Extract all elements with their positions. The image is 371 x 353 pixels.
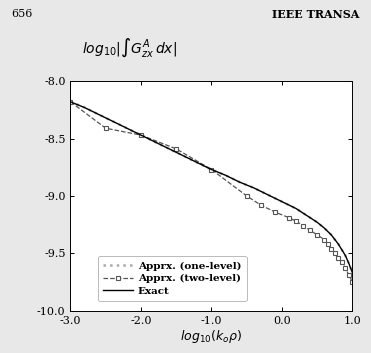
Legend: Apprx. (one-level), Apprx. (two-level), Exact: Apprx. (one-level), Apprx. (two-level), … [98, 256, 247, 301]
Apprx. (one-level) [167, 147, 171, 151]
Apprx. (one-level) [280, 199, 284, 204]
Exact [237, 180, 242, 184]
Apprx. (two-level) [347, 273, 351, 277]
Line: Apprx. (one-level): Apprx. (one-level) [70, 102, 352, 273]
Apprx. (one-level) [82, 106, 87, 110]
Exact [125, 126, 129, 130]
Line: Exact: Exact [70, 102, 352, 273]
Exact [167, 147, 171, 151]
Apprx. (one-level) [326, 229, 330, 234]
Apprx. (two-level) [350, 280, 355, 284]
Apprx. (two-level) [308, 228, 312, 233]
Exact [326, 229, 330, 234]
Apprx. (one-level) [195, 161, 200, 165]
Apprx. (two-level) [139, 133, 143, 137]
Exact [223, 173, 228, 178]
Apprx. (one-level) [287, 203, 291, 207]
Apprx. (one-level) [111, 119, 115, 124]
Text: $log_{10}|\int G^A_{zx}\, dx|$: $log_{10}|\int G^A_{zx}\, dx|$ [82, 37, 177, 59]
Apprx. (two-level) [244, 194, 249, 198]
Apprx. (two-level) [343, 266, 348, 270]
Exact [287, 203, 291, 207]
Apprx. (one-level) [209, 167, 214, 172]
Apprx. (two-level) [273, 210, 277, 214]
Apprx. (one-level) [181, 154, 186, 158]
Exact [343, 253, 348, 258]
Apprx. (two-level) [174, 147, 178, 151]
Apprx. (two-level) [329, 247, 334, 251]
Apprx. (one-level) [96, 112, 101, 116]
Exact [153, 140, 157, 144]
Exact [111, 119, 115, 124]
Text: IEEE TRANSA: IEEE TRANSA [272, 9, 360, 20]
Exact [329, 233, 334, 237]
Apprx. (one-level) [336, 242, 341, 246]
Apprx. (two-level) [259, 203, 263, 207]
Apprx. (one-level) [347, 262, 351, 266]
Exact [315, 220, 319, 225]
Apprx. (one-level) [125, 126, 129, 130]
Apprx. (two-level) [209, 167, 214, 172]
Exact [350, 271, 355, 275]
Apprx. (two-level) [294, 219, 298, 223]
Apprx. (one-level) [301, 211, 305, 215]
Exact [82, 106, 87, 110]
Apprx. (one-level) [322, 226, 326, 230]
Apprx. (one-level) [329, 233, 334, 237]
Apprx. (one-level) [308, 216, 312, 220]
Exact [332, 238, 337, 242]
Apprx. (one-level) [343, 253, 348, 258]
Apprx. (one-level) [340, 248, 344, 252]
Apprx. (two-level) [332, 251, 337, 256]
Apprx. (two-level) [322, 238, 326, 242]
Exact [308, 216, 312, 220]
Apprx. (two-level) [104, 126, 108, 130]
Apprx. (one-level) [153, 140, 157, 144]
Apprx. (one-level) [350, 271, 355, 275]
Apprx. (two-level) [301, 224, 305, 228]
Exact [68, 100, 73, 104]
Apprx. (one-level) [294, 207, 298, 211]
Apprx. (one-level) [237, 180, 242, 184]
Line: Apprx. (two-level): Apprx. (two-level) [68, 100, 355, 285]
Apprx. (two-level) [340, 261, 344, 265]
Exact [209, 167, 214, 172]
Apprx. (two-level) [315, 233, 319, 237]
Exact [294, 207, 298, 211]
Apprx. (one-level) [68, 100, 73, 104]
Exact [301, 211, 305, 215]
Apprx. (one-level) [315, 220, 319, 225]
Exact [340, 248, 344, 252]
X-axis label: $log_{10}(k_o\rho)$: $log_{10}(k_o\rho)$ [180, 328, 243, 345]
Exact [347, 262, 351, 266]
Apprx. (two-level) [287, 216, 291, 220]
Apprx. (one-level) [252, 186, 256, 190]
Exact [336, 242, 341, 246]
Exact [96, 112, 101, 116]
Apprx. (one-level) [332, 238, 337, 242]
Apprx. (one-level) [139, 133, 143, 137]
Apprx. (two-level) [326, 242, 330, 246]
Apprx. (two-level) [68, 100, 73, 104]
Apprx. (one-level) [266, 193, 270, 197]
Exact [280, 199, 284, 204]
Exact [181, 154, 186, 158]
Exact [322, 226, 326, 230]
Apprx. (two-level) [336, 256, 341, 260]
Exact [139, 133, 143, 137]
Text: 656: 656 [11, 9, 33, 19]
Exact [195, 161, 200, 165]
Exact [252, 186, 256, 190]
Apprx. (one-level) [223, 173, 228, 178]
Exact [266, 193, 270, 197]
